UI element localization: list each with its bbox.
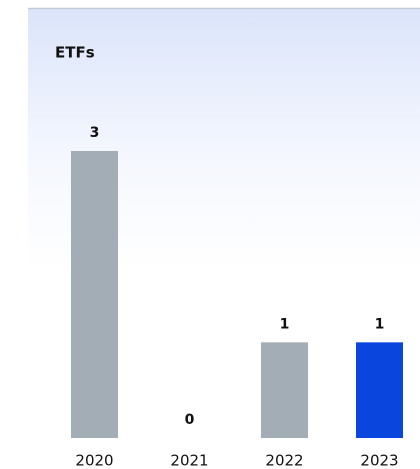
value-label: 1 (375, 316, 385, 332)
x-tick-label: 2022 (265, 452, 303, 469)
chart-title: ETFs (55, 44, 95, 62)
x-tick-label: 2020 (75, 452, 113, 469)
bar (356, 342, 403, 438)
bar (71, 151, 118, 438)
value-label: 0 (185, 412, 195, 428)
x-tick-label: 2023 (360, 452, 398, 469)
bar (261, 342, 308, 438)
value-label: 3 (90, 125, 100, 141)
value-label: 1 (280, 316, 290, 332)
x-tick-label: 2021 (170, 452, 208, 469)
